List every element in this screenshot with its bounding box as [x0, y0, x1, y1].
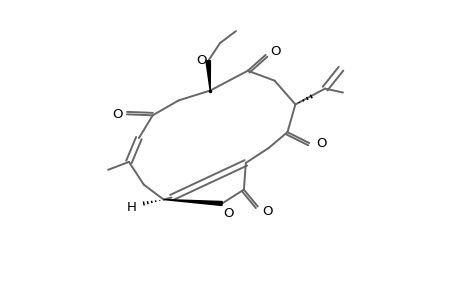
- Text: O: O: [222, 207, 233, 220]
- Text: O: O: [262, 205, 272, 218]
- Text: H: H: [127, 201, 137, 214]
- Polygon shape: [206, 61, 210, 91]
- Text: O: O: [112, 108, 122, 121]
- Text: O: O: [196, 54, 206, 67]
- Polygon shape: [163, 200, 222, 206]
- Text: O: O: [270, 45, 280, 58]
- Text: O: O: [315, 136, 326, 150]
